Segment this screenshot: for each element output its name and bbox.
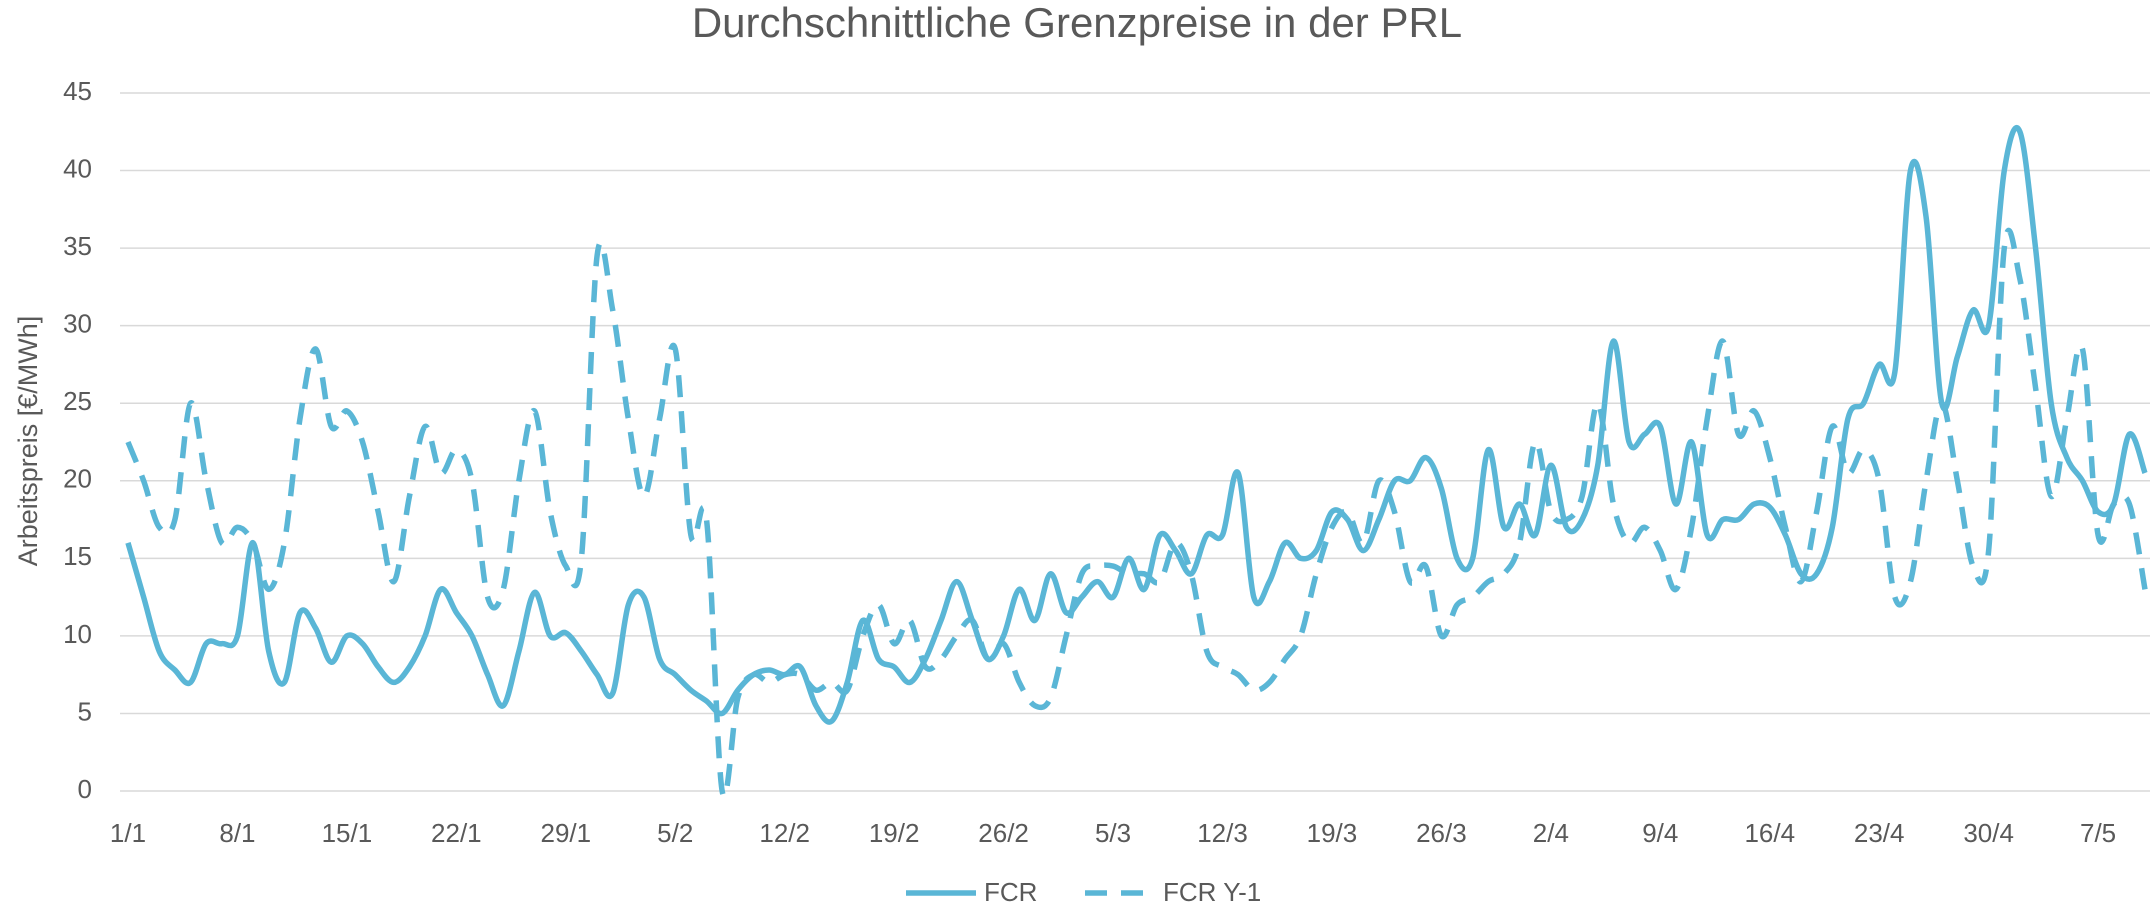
- x-tick-label: 2/4: [1533, 818, 1569, 848]
- x-tick-label: 16/4: [1744, 818, 1795, 848]
- x-tick-label: 19/2: [869, 818, 920, 848]
- series-line: [125, 124, 2148, 725]
- x-tick-label: 12/2: [759, 818, 810, 848]
- y-tick-label: 25: [63, 386, 92, 416]
- x-tick-label: 9/4: [1642, 818, 1678, 848]
- y-tick-label: 5: [78, 696, 92, 726]
- y-tick-label: 15: [63, 541, 92, 571]
- y-axis-label: Arbeitspreis [€/MWh]: [13, 316, 43, 567]
- x-tick-label: 12/3: [1197, 818, 1248, 848]
- x-tick-label: 26/3: [1416, 818, 1467, 848]
- x-tick-label: 7/5: [2080, 818, 2116, 848]
- y-tick-label: 20: [63, 464, 92, 494]
- x-tick-label: 8/1: [219, 818, 255, 848]
- y-tick-label: 30: [63, 309, 92, 339]
- y-tick-label: 10: [63, 619, 92, 649]
- y-tick-label: 45: [63, 76, 92, 106]
- x-tick-label: 22/1: [431, 818, 482, 848]
- x-tick-label: 1/1: [110, 818, 146, 848]
- x-tick-label: 5/2: [657, 818, 693, 848]
- y-tick-label: 40: [63, 153, 92, 183]
- y-tick-label: 35: [63, 231, 92, 261]
- legend-label: FCR Y-1: [1163, 877, 1261, 907]
- series-line: [125, 227, 2148, 799]
- x-tick-label: 23/4: [1854, 818, 1905, 848]
- x-tick-label: 29/1: [540, 818, 591, 848]
- x-tick-label: 5/3: [1095, 818, 1131, 848]
- x-tick-label: 30/4: [1963, 818, 2014, 848]
- x-tick-label: 19/3: [1307, 818, 1358, 848]
- chart-title: Durchschnittliche Grenzpreise in der PRL: [692, 0, 1462, 46]
- x-tick-label: 15/1: [322, 818, 373, 848]
- legend-label: FCR: [984, 877, 1037, 907]
- x-tick-label: 26/2: [978, 818, 1029, 848]
- y-tick-label: 0: [78, 774, 92, 804]
